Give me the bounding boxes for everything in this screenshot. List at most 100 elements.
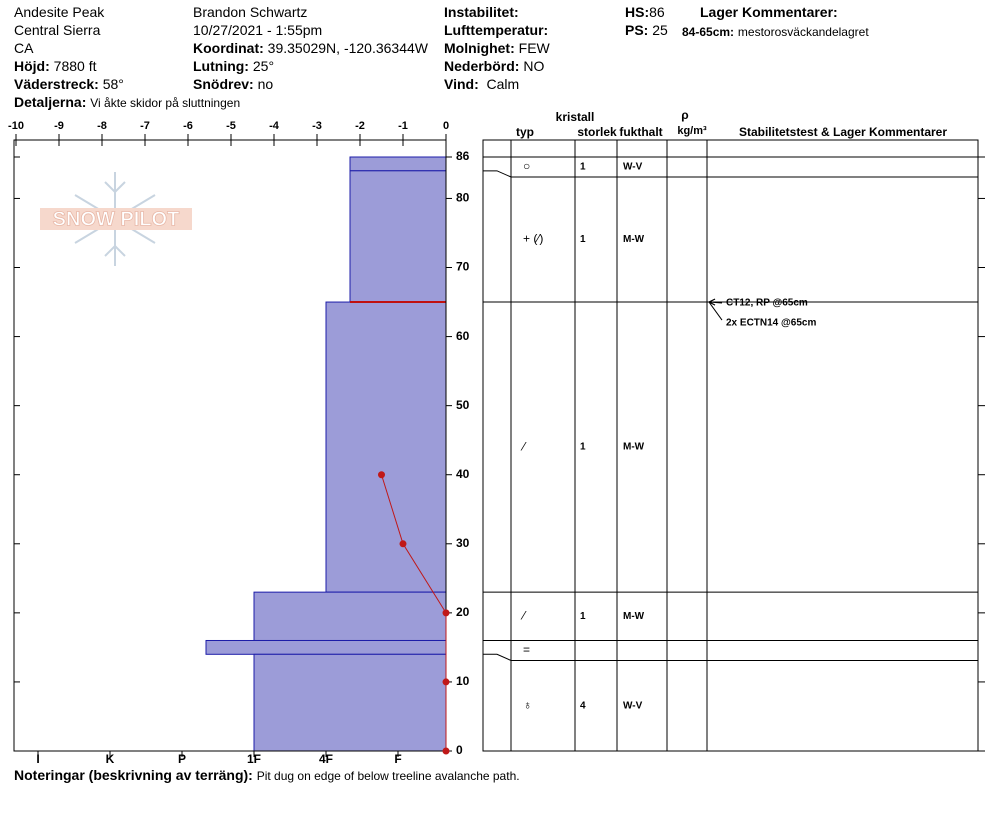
value: Vi åkte skidor på sluttningen (90, 96, 241, 110)
logo-band (40, 208, 192, 230)
value: Calm (486, 76, 520, 92)
grain-size: 1 (580, 442, 586, 453)
location: Andesite Peak (14, 4, 105, 20)
field: Lager Kommentarer: (700, 4, 838, 20)
field: Koordinat: 39.35029N, -120.36344W (193, 40, 428, 56)
value: mestorosväckandelagret (737, 25, 869, 39)
label: Molnighet: (444, 40, 515, 56)
moisture: W-V (623, 700, 643, 711)
label: Lufttemperatur: (444, 22, 549, 38)
y-tick-label: 30 (456, 536, 470, 550)
label: Koordinat: (193, 40, 264, 56)
x-tick-label: -3 (312, 120, 322, 132)
hardness-bar (349, 170, 447, 303)
temperature-point (442, 678, 450, 686)
hardness-tick-label: I (36, 752, 39, 766)
stability-test: CT12, RP @65cm (726, 298, 808, 309)
value: NO (523, 58, 545, 74)
grain-size: 1 (580, 162, 586, 173)
label: Nederbörd: (444, 58, 520, 74)
label: Höjd: (14, 58, 50, 74)
value: 58° (102, 76, 124, 92)
grain-type: = (523, 643, 530, 657)
field: PS: 25 (625, 22, 668, 38)
grain-size: 4 (580, 700, 586, 711)
y-tick-label: 20 (456, 605, 470, 619)
field: Nederbörd: NO (444, 58, 544, 74)
label: Detaljerna: (14, 94, 87, 110)
label: Noteringar (beskrivning av terräng): (14, 767, 253, 783)
field: HS:86 (625, 4, 665, 20)
hardness-bar (253, 653, 447, 752)
hardness-tick-label: F (394, 752, 401, 766)
value: Pit dug on edge of below treeline avalan… (256, 769, 520, 783)
y-tick-label: 0 (456, 743, 463, 757)
y-tick-label: 60 (456, 329, 470, 343)
field: Snödrev: no (193, 76, 273, 92)
y-tick-label: 40 (456, 467, 470, 481)
column-header: kg/m³ (677, 125, 707, 137)
column-header: Stabilitetstest & Lager Kommentarer (739, 125, 947, 139)
stability-test: 2x ECTN14 @65cm (726, 318, 816, 329)
grain-type: + (⁄) (523, 232, 543, 246)
hardness-tick-label: P (178, 752, 186, 766)
field: Instabilitet: (444, 4, 519, 20)
label: Instabilitet: (444, 4, 519, 20)
hardness-bar (205, 639, 447, 655)
location: CA (14, 40, 34, 56)
observer: Brandon Schwartz (193, 4, 308, 20)
column-header: typ (516, 125, 534, 139)
hardness-tick-label: 1F (247, 752, 261, 766)
x-tick-label: -6 (183, 120, 193, 132)
x-tick-label: -1 (398, 120, 408, 132)
x-tick-label: -4 (269, 120, 280, 132)
value: 39.35029N, -120.36344W (267, 40, 428, 56)
grain-size: 1 (580, 611, 586, 622)
stability-arrow (707, 298, 723, 321)
snowpit-chart: SNOW PILOT -10 -9 -8 -7 -6 -5 -4 -3 -2 -1 00102030… (8, 108, 985, 766)
x-tick-label: -8 (97, 120, 107, 132)
value: 86 (649, 4, 665, 20)
grain-size: 1 (580, 234, 586, 245)
column-header: ρ (681, 108, 688, 122)
hardness-bar (325, 301, 447, 593)
column-header: kristall (556, 110, 595, 124)
moisture: W-V (623, 162, 643, 173)
label: HS: (625, 4, 650, 20)
field: Höjd: 7880 ft (14, 58, 96, 74)
label: PS: (625, 22, 649, 38)
moisture: M-W (623, 611, 645, 622)
hardness-tick-label: K (106, 752, 115, 766)
value: no (257, 76, 274, 92)
label: Väderstreck: (14, 76, 99, 92)
y-tick-label: 70 (456, 260, 470, 274)
column-header: storlek (577, 125, 617, 139)
label: Snödrev: (193, 76, 254, 92)
label: Lutning: (193, 58, 249, 74)
x-tick-label: -9 (54, 120, 64, 132)
grain-type: ♁ (523, 698, 532, 712)
hardness-bar (349, 156, 447, 172)
field: 84-65cm: mestorosväckandelagret (682, 23, 869, 40)
layer-connector (483, 653, 978, 661)
grain-type: ⁄ (520, 608, 527, 622)
label: 84-65cm: (682, 25, 735, 39)
hardness-bar (253, 591, 447, 641)
grain-type: ○ (523, 159, 530, 173)
x-tick-label: -10 (8, 120, 24, 132)
location: Central Sierra (14, 22, 101, 38)
temperature-point (442, 609, 450, 617)
value: FEW (518, 40, 550, 56)
grain-type: ⁄ (520, 439, 527, 453)
y-tick-label: 80 (456, 191, 470, 205)
field: Detaljerna: Vi åkte skidor på sluttninge… (14, 94, 240, 111)
notes: Noteringar (beskrivning av terräng): Pit… (14, 767, 520, 784)
label: Vind: (444, 76, 479, 92)
logo-text: SNOW PILOT (53, 208, 180, 230)
column-header: fukthalt (619, 125, 662, 139)
value: 25° (252, 58, 275, 74)
y-tick-label: 10 (456, 674, 470, 688)
table-frame (482, 139, 979, 752)
label: Lager Kommentarer: (700, 4, 838, 20)
